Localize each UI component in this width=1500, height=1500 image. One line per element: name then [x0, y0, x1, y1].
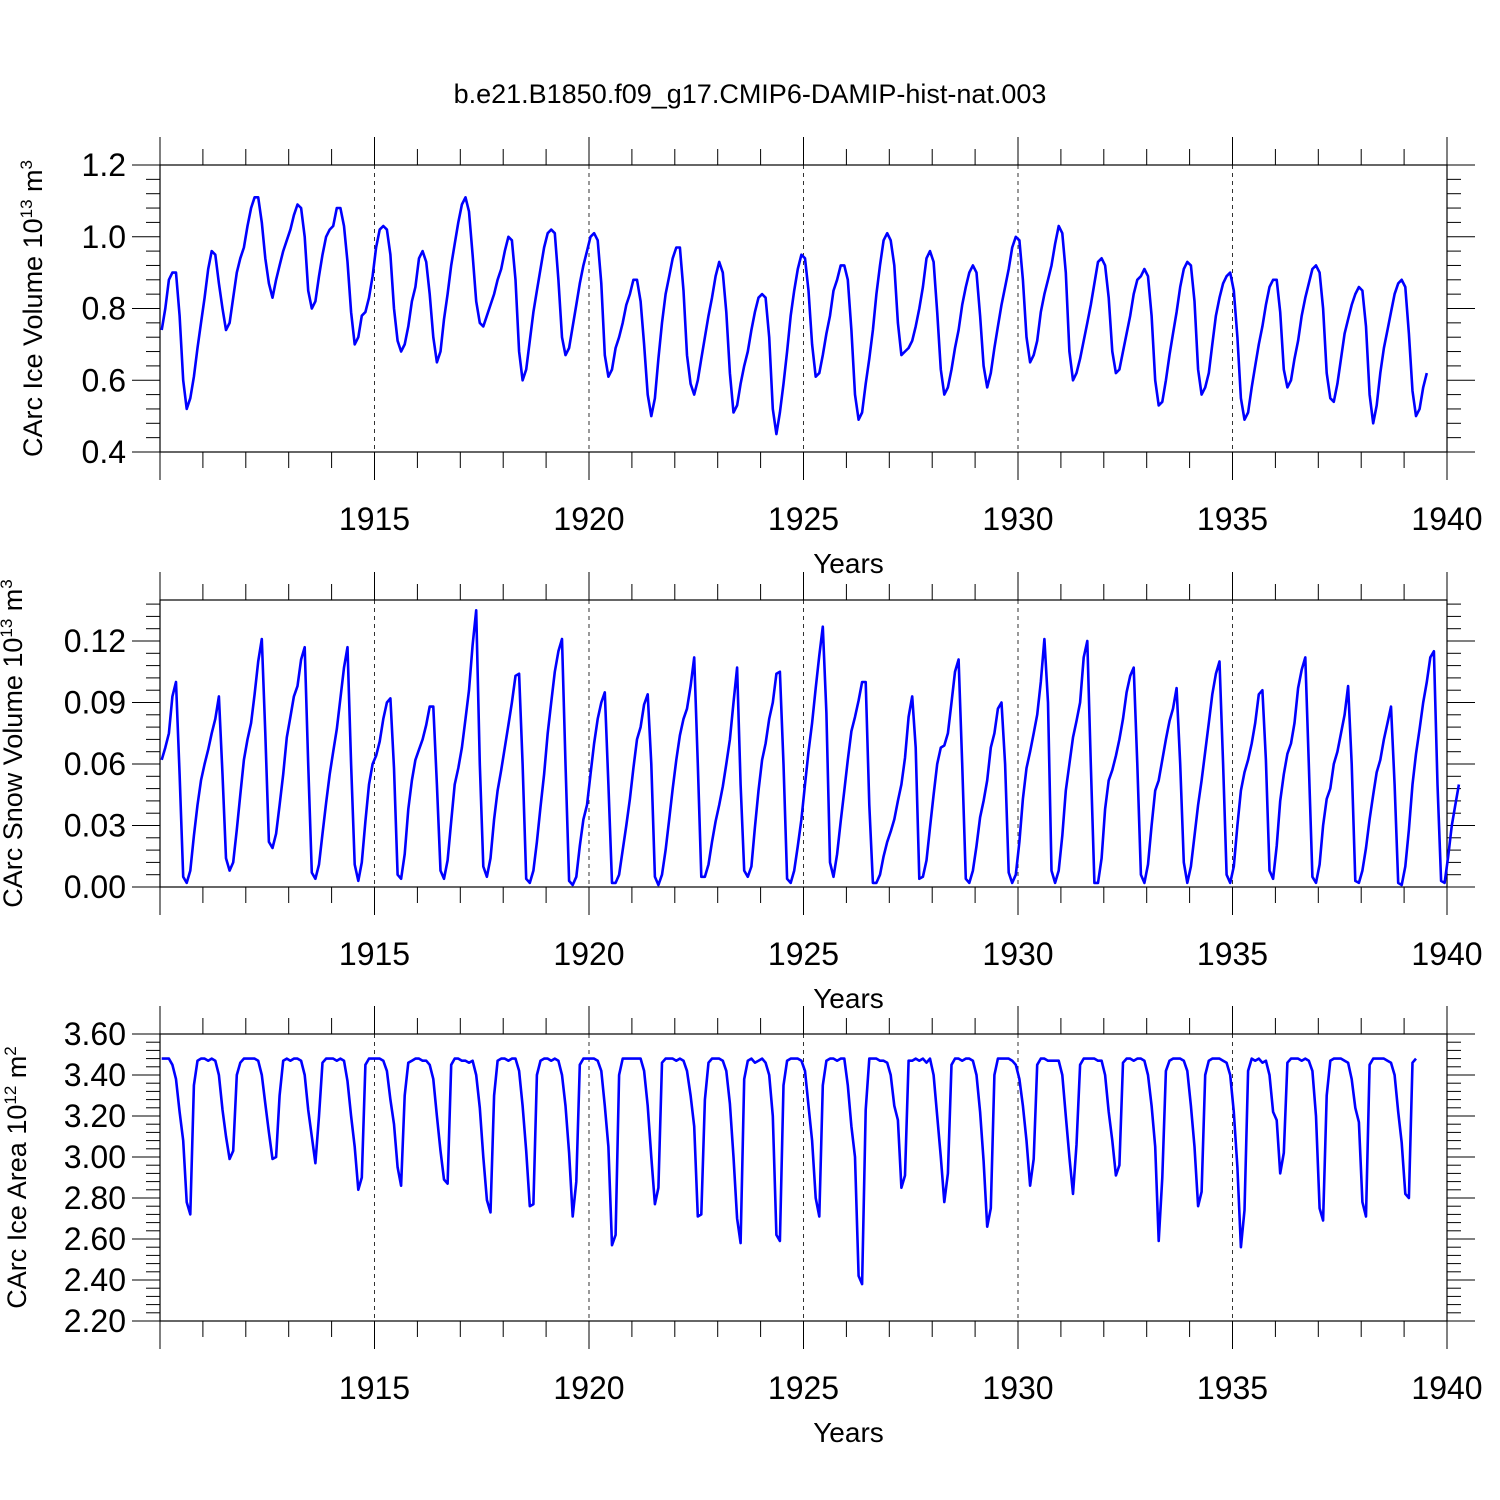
x-axis-label: Years [813, 983, 884, 1014]
panel-ice-volume: 1915 1920 1925 1930 1935 1940 Years 0.4 0.6 0.8 1.… [17, 137, 1483, 579]
y-tick-label: 0.6 [82, 362, 126, 398]
y-tick-label: 0.03 [64, 808, 126, 844]
x-tick-label: 1930 [982, 1370, 1053, 1406]
y-tick-label: 3.20 [64, 1098, 126, 1134]
y-tick-label: 3.60 [64, 1016, 126, 1052]
x-tick-label: 1935 [1197, 501, 1268, 537]
y-tick-label: 2.20 [64, 1303, 126, 1339]
x-tick-label: 1915 [339, 1370, 410, 1406]
panel-ice-area: 1915 1920 1925 1930 1935 1940 Years 2.20 2.40 2.6… [1, 1006, 1483, 1448]
y-axis-label: CArc Ice Area 1012 m2 [1, 1046, 32, 1309]
y-tick-label: 0.12 [64, 623, 126, 659]
x-tick-label: 1930 [982, 501, 1053, 537]
y-tick-label: 3.40 [64, 1057, 126, 1093]
y-tick-label: 0.8 [82, 291, 126, 327]
x-tick-label: 1930 [982, 936, 1053, 972]
x-tick-label: 1925 [768, 501, 839, 537]
y-tick-label: 2.80 [64, 1180, 126, 1216]
x-tick-label: 1920 [553, 501, 624, 537]
x-tick-label: 1925 [768, 1370, 839, 1406]
y-tick-label: 1.2 [82, 147, 126, 183]
x-tick-label: 1940 [1411, 501, 1482, 537]
series-line [161, 1057, 1417, 1286]
y-tick-label: 0.00 [64, 869, 126, 905]
x-axis-label: Years [813, 548, 884, 579]
x-tick-label: 1935 [1197, 1370, 1268, 1406]
x-tick-label: 1925 [768, 936, 839, 972]
series-line [160, 196, 1429, 436]
x-tick-label: 1940 [1411, 1370, 1482, 1406]
y-tick-label: 2.60 [64, 1221, 126, 1257]
x-tick-label: 1920 [553, 936, 624, 972]
y-tick-label: 0.06 [64, 746, 126, 782]
x-tick-label: 1940 [1411, 936, 1482, 972]
x-tick-label: 1935 [1197, 936, 1268, 972]
y-tick-label: 2.40 [64, 1262, 126, 1298]
x-tick-label: 1915 [339, 501, 410, 537]
y-axis-label: CArc Ice Volume 1013 m3 [17, 160, 48, 457]
x-tick-label: 1915 [339, 936, 410, 972]
x-axis-label: Years [813, 1417, 884, 1448]
y-tick-label: 0.09 [64, 685, 126, 721]
x-tick-label: 1920 [553, 1370, 624, 1406]
y-axis-label: CArc Snow Volume 1013 m3 [0, 579, 28, 908]
panel-snow-volume: 1915 1920 1925 1930 1935 1940 Years 0.00 0.03 0.0… [0, 572, 1483, 1014]
y-tick-label: 3.00 [64, 1139, 126, 1175]
y-tick-label: 1.0 [82, 219, 126, 255]
panels: 1915 1920 1925 1930 1935 1940 Years 0.4 0.6 0.8 1.… [0, 137, 1483, 1448]
y-tick-label: 0.4 [82, 434, 126, 470]
chart-title: b.e21.B1850.f09_g17.CMIP6-DAMIP-hist-nat… [454, 79, 1047, 109]
series-line [160, 608, 1461, 887]
